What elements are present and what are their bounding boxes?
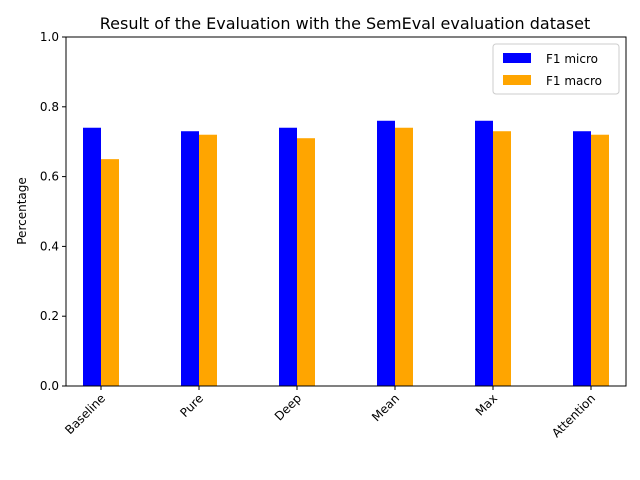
plot-area xyxy=(65,36,627,387)
bar-f1-micro-baseline xyxy=(83,127,101,387)
y-axis-label: Percentage xyxy=(15,177,29,245)
x-axis: Baseline Pure Deep Mean Max Attention xyxy=(62,386,598,440)
y-tick-label: 0.2 xyxy=(40,309,59,323)
y-tick-label: 0.6 xyxy=(40,170,59,184)
plot-frame xyxy=(65,36,627,387)
bar-f1-macro-baseline xyxy=(101,159,119,386)
bar-f1-micro-pure xyxy=(181,131,199,386)
legend-label: F1 micro xyxy=(546,52,598,66)
x-tick-label: Baseline xyxy=(62,391,108,437)
chart-title: Result of the Evaluation with the SemEva… xyxy=(100,14,591,33)
bar-f1-macro-pure xyxy=(199,134,217,386)
bar-f1-micro-attention xyxy=(573,131,591,386)
bar-f1-micro-max xyxy=(475,120,493,386)
legend: F1 micro F1 macro xyxy=(492,43,620,95)
x-tick-label: Pure xyxy=(177,391,206,420)
legend-swatch xyxy=(503,75,531,85)
x-tick-label: Attention xyxy=(549,391,598,440)
y-tick-label: 0.4 xyxy=(40,239,59,253)
bar-f1-macro-max xyxy=(493,131,511,386)
legend-label: F1 macro xyxy=(546,74,602,88)
legend-swatch xyxy=(503,53,531,63)
x-tick-label: Deep xyxy=(272,391,304,423)
bar-f1-macro-deep xyxy=(297,138,315,386)
y-tick-label: 1.0 xyxy=(40,30,59,44)
y-tick-label: 0.0 xyxy=(40,379,59,393)
bar-f1-micro-mean xyxy=(377,120,395,386)
bar-f1-macro-mean xyxy=(395,127,413,387)
y-axis: 0.0 0.2 0.4 0.6 0.8 1.0 xyxy=(40,30,66,393)
bar-f1-micro-deep xyxy=(279,127,297,387)
bar-f1-macro-attention xyxy=(591,134,609,386)
y-tick-label: 0.8 xyxy=(40,100,59,114)
x-tick-label: Max xyxy=(473,391,500,418)
x-tick-label: Mean xyxy=(369,391,402,424)
